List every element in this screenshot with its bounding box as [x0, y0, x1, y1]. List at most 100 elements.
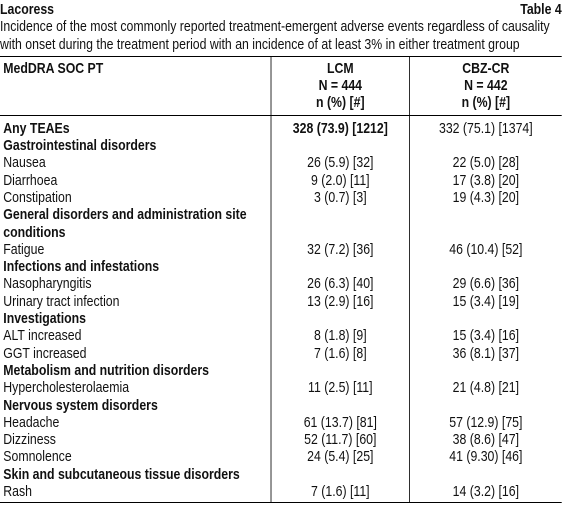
row-label: Nasopharyngitis	[0, 275, 272, 293]
data-row: Somnolence 24 (5.4) [25] 41 (9.30) [46]	[0, 448, 562, 466]
header-unit: n (%) [#]	[316, 94, 365, 112]
cell	[410, 206, 562, 241]
cell	[271, 310, 410, 328]
cell: 7 (1.6) [8]	[271, 344, 410, 362]
data-row: Fatigue 32 (7.2) [36] 46 (10.4) [52]	[0, 240, 562, 259]
cell: 38 (8.6) [47]	[452, 431, 520, 449]
row-label: Fatigue	[0, 240, 272, 259]
group-row: Investigations	[0, 310, 562, 328]
data-row: Nasopharyngitis 26 (6.3) [40] 29 (6.6) [36…	[0, 275, 562, 293]
cell	[410, 310, 562, 327]
row-label: Any TEAEs	[0, 115, 272, 138]
row-label: Dizziness	[0, 431, 272, 449]
table-head: MedDRA SOC PT LCM N = 444 n (%) [#] CBZ-CR N …	[0, 56, 562, 116]
caption: Incidence of the most commonly reported …	[0, 18, 562, 57]
cell: 24 (5.4) [25]	[271, 448, 410, 466]
cell: 32 (7.2) [36]	[271, 240, 410, 259]
cell: 328 (73.9) [1212]	[271, 115, 410, 138]
row-label: Infections and infestations	[0, 258, 272, 276]
header-row: MedDRA SOC PT LCM N = 444 n (%) [#] CBZ-CR N …	[0, 56, 562, 116]
data-row: Nausea 26 (5.9) [32] 22 (5.0) [28]	[0, 154, 562, 172]
table-number: Table 4	[520, 1, 562, 18]
group-row: Any TEAEs 328 (73.9) [1212] 332 (75.1) [13…	[0, 115, 562, 138]
row-label: Nervous system disorders	[0, 396, 272, 414]
row-label: Rash	[0, 483, 272, 504]
cell: 29 (6.6) [36]	[452, 275, 520, 293]
cell: 46 (10.4) [52]	[449, 240, 523, 258]
column-header: MedDRA SOC PT	[0, 56, 272, 116]
header-n: N = 442	[464, 77, 508, 95]
cell: 26 (6.3) [40]	[271, 275, 410, 293]
group-row: Nervous system disorders	[0, 396, 562, 414]
cell	[410, 137, 562, 154]
row-label: Nausea	[0, 154, 272, 172]
cell	[271, 258, 410, 276]
cell: 14 (3.2) [16]	[409, 483, 562, 504]
column-header: LCM N = 444 n (%) [#]	[271, 56, 410, 116]
data-row: Diarrhoea 9 (2.0) [11] 17 (3.8) [20]	[0, 171, 562, 189]
cell	[271, 206, 410, 241]
row-label: Hypercholesterolaemia	[0, 379, 272, 397]
header: Lacoress Table 4	[0, 0, 562, 18]
cell	[271, 361, 410, 380]
header-n: N = 444	[318, 77, 363, 95]
cell: 9 (2.0) [11]	[271, 171, 410, 189]
cell: 15 (3.4) [19]	[452, 292, 520, 310]
row-label: Skin and subcutaneous tissue disorders	[0, 465, 272, 484]
row-label: Diarrhoea	[0, 171, 272, 189]
header-label: CBZ-CR	[462, 59, 510, 77]
cell	[410, 258, 562, 275]
row-label: GGT increased	[0, 344, 272, 362]
row-label: Urinary tract infection	[0, 292, 272, 311]
cell	[410, 362, 562, 379]
cell: 26 (5.9) [32]	[271, 154, 410, 172]
data-row: Urinary tract infection 13 (2.9) [16] 15 (…	[0, 292, 562, 311]
row-label: Gastrointestinal disorders	[0, 137, 272, 155]
group-row: Infections and infestations	[0, 258, 562, 276]
cell: 19 (4.3) [20]	[452, 188, 520, 206]
data-row: GGT increased 7 (1.6) [8] 36 (8.1) [37]	[0, 344, 562, 362]
header-label: MedDRA SOC PT	[3, 59, 104, 77]
cell: 36 (8.1) [37]	[452, 344, 520, 362]
row-label: Investigations	[0, 310, 272, 328]
cell: 11 (2.5) [11]	[271, 379, 410, 397]
cell	[271, 137, 410, 155]
cell	[271, 465, 410, 484]
row-label: Headache	[0, 413, 272, 432]
header-label: LCM	[326, 59, 354, 77]
column-header: CBZ-CR N = 442 n (%) [#]	[409, 56, 562, 116]
cell: 41 (9.30) [46]	[449, 448, 523, 466]
data-row: Rash 7 (1.6) [11] 14 (3.2) [16]	[0, 483, 562, 504]
data-row: Headache 61 (13.7) [81] 57 (12.9) [75]	[0, 413, 562, 432]
row-label: Somnolence	[0, 448, 272, 466]
cell	[410, 466, 562, 483]
cell: 7 (1.6) [11]	[271, 483, 410, 504]
cell	[271, 396, 410, 414]
header-unit: n (%) [#]	[461, 94, 511, 112]
table: MedDRA SOC PT LCM N = 444 n (%) [#] CBZ-CR N …	[0, 56, 562, 504]
cell: 17 (3.8) [20]	[452, 171, 520, 189]
data-row: Hypercholesterolaemia 11 (2.5) [11] 21 (4.…	[0, 379, 562, 397]
group-row: General disorders and administration sit…	[0, 206, 562, 241]
cell: 61 (13.7) [81]	[271, 413, 410, 432]
title: Lacoress	[0, 1, 55, 18]
cell: 13 (2.9) [16]	[271, 292, 410, 311]
group-row: Metabolism and nutrition disorders	[0, 361, 562, 380]
cell: 52 (11.7) [60]	[271, 431, 410, 449]
cell: 15 (3.4) [16]	[452, 327, 520, 345]
cell: 332 (75.1) [1374]	[438, 119, 533, 137]
data-row: ALT increased 8 (1.8) [9] 15 (3.4) [16]	[0, 327, 562, 345]
cell: 8 (1.8) [9]	[271, 327, 410, 345]
cell: 3 (0.7) [3]	[271, 188, 410, 207]
group-row: Gastrointestinal disorders	[0, 137, 562, 155]
row-label: Metabolism and nutrition disorders	[0, 361, 272, 380]
cell	[410, 397, 562, 414]
cell: 57 (12.9) [75]	[449, 413, 523, 431]
cell: 21 (4.8) [21]	[452, 379, 520, 397]
table-body: Any TEAEs 328 (73.9) [1212] 332 (75.1) [13…	[0, 115, 562, 504]
group-row: Skin and subcutaneous tissue disorders	[0, 465, 562, 484]
row-label: General disorders and administration sit…	[0, 206, 272, 241]
data-row: Constipation 3 (0.7) [3] 19 (4.3) [20]	[0, 188, 562, 207]
document: Lacoress Table 4 Incidence of the most c…	[0, 0, 562, 504]
